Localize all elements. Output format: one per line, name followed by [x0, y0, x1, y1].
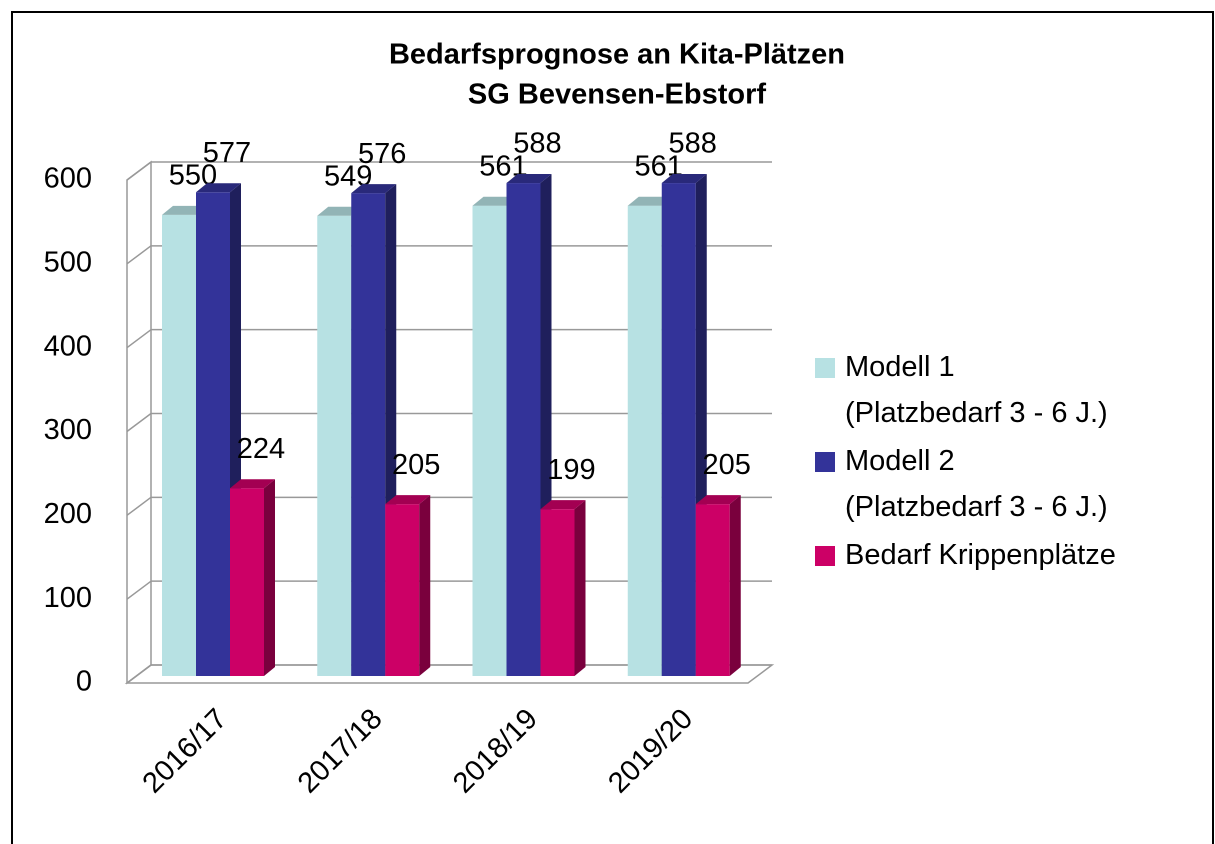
bar-front [317, 215, 352, 676]
bar-side [264, 479, 275, 676]
data-label: 588 [513, 128, 561, 160]
bar-top [196, 183, 241, 193]
y-tick-label: 400 [44, 330, 92, 362]
bar-front [385, 504, 420, 676]
data-label: 199 [547, 454, 595, 486]
grid-line [126, 580, 152, 600]
legend-label: Bedarf Krippenplätze [845, 539, 1116, 571]
y-tick-label: 100 [44, 582, 92, 614]
bar-top [472, 196, 518, 206]
bar-front [351, 193, 386, 676]
bar-top [661, 174, 707, 184]
bar-front [162, 214, 196, 676]
grid-line [126, 412, 152, 433]
legend-label: Modell 1 (Platzbedarf 3 - 6 J.) [845, 351, 1108, 429]
bar-top [506, 174, 552, 184]
y-tick-label: 600 [44, 163, 92, 195]
data-label: 588 [669, 128, 717, 160]
y-tick-label: 500 [44, 246, 92, 278]
bar-front [472, 205, 507, 676]
bar-front [540, 509, 575, 676]
bar-top [317, 206, 363, 216]
y-tick-label: 200 [44, 498, 92, 530]
chart-title: Bedarfsprognose an Kita-Plätzen [389, 39, 845, 71]
grid-line [126, 329, 152, 349]
data-label: 205 [703, 449, 751, 481]
grid-line [126, 664, 152, 684]
bar-side [419, 495, 431, 676]
grid-line [126, 161, 152, 181]
legend-swatch [815, 452, 835, 472]
data-label: 577 [203, 137, 251, 169]
data-label: 576 [358, 138, 406, 170]
bar-top [695, 495, 741, 505]
bar-top [627, 196, 673, 206]
bar-front [661, 183, 696, 676]
bar-front [196, 192, 230, 676]
data-label: 224 [237, 433, 285, 465]
bar-front [627, 205, 662, 676]
bar-side [729, 495, 741, 676]
legend-swatch [815, 358, 835, 378]
bar-front [695, 504, 730, 676]
legend-swatch [815, 546, 835, 566]
bar-front [506, 183, 541, 676]
y-tick-label: 300 [44, 414, 92, 446]
bar-top [385, 495, 431, 505]
bar-top [230, 479, 275, 489]
bar-top [162, 205, 207, 215]
chart-subtitle: SG Bevensen-Ebstorf [468, 79, 766, 111]
bar-front [230, 488, 264, 676]
legend-label: Modell 2 (Platzbedarf 3 - 6 J.) [845, 445, 1108, 523]
y-tick-label: 0 [76, 666, 92, 698]
bar-side [574, 500, 586, 676]
bar-top [351, 184, 397, 194]
data-label: 205 [392, 449, 440, 481]
bar-top [540, 500, 586, 510]
grid-line [126, 496, 152, 516]
grid-line [126, 245, 152, 265]
